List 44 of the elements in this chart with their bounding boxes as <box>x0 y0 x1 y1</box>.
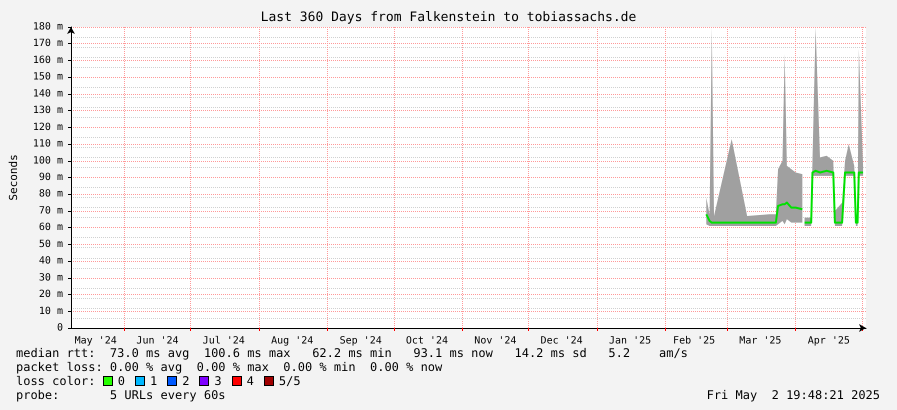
text: Fri May 2 19:48:21 2025 <box>706 388 880 402</box>
chart-title: Last 360 Days from Falkenstein to tobiassachs.de <box>260 10 637 25</box>
x-tick-label: Mar '25 <box>739 336 782 346</box>
x-tick-label: Sep '24 <box>340 336 382 346</box>
text: loss color: <box>16 374 96 388</box>
x-tick-label: Feb '25 <box>673 336 716 346</box>
y-tick-label: 130 m <box>32 105 63 116</box>
text: 1 <box>148 374 158 388</box>
y-tick-label: 160 m <box>32 54 63 66</box>
text: 2 <box>181 374 190 388</box>
x-tick-label: Jul '24 <box>202 336 245 346</box>
text: 3 <box>213 374 222 388</box>
text: 0 <box>116 374 125 388</box>
text: 5/5 <box>278 374 301 388</box>
text: median rtt: 73.0 ms avg 100.6 ms max 62.2 ms min 93.1 ms now 14.2 ms sd 5.2 am/s <box>16 346 689 360</box>
x-tick-label: Aug '24 <box>271 336 314 346</box>
y-tick-label: 170 m <box>32 38 63 50</box>
x-tick-label: Dec '24 <box>540 336 583 346</box>
x-tick-label: Jun '24 <box>136 336 179 346</box>
y-tick-label: 150 m <box>32 72 63 83</box>
y-tick-label: 140 m <box>32 88 63 100</box>
x-tick-label: Jan '25 <box>609 336 652 346</box>
text: 4 <box>246 374 254 388</box>
y-tick-label: 180 m <box>32 22 63 32</box>
x-tick-label: May '24 <box>74 336 117 346</box>
y-tick-label: 0 <box>56 322 63 334</box>
y-tick-label: 70 m <box>38 205 63 216</box>
y-tick-label: 110 m <box>32 138 63 150</box>
y-tick-label: 30 m <box>38 272 63 284</box>
y-tick-label: 10 m <box>38 306 63 317</box>
y-axis-title: Seconds <box>7 154 20 201</box>
x-tick-label: Nov '24 <box>474 336 516 346</box>
x-tick-label: Apr '25 <box>808 336 850 346</box>
y-tick-label: 80 m <box>38 188 63 200</box>
y-tick-label: 60 m <box>38 222 63 234</box>
text: probe: 5 URLs every 60s <box>16 388 226 402</box>
y-tick-label: 90 m <box>38 172 63 183</box>
y-tick-label: 40 m <box>38 256 63 267</box>
x-tick-label: Oct '24 <box>406 336 448 346</box>
y-tick-label: 20 m <box>38 289 63 300</box>
y-tick-label: 50 m <box>38 238 63 250</box>
y-tick-label: 120 m <box>32 122 63 133</box>
text: packet loss: 0.00 % avg 0.00 % max 0.00 % min 0.00 % now <box>16 360 444 374</box>
y-tick-label: 100 m <box>32 155 63 166</box>
